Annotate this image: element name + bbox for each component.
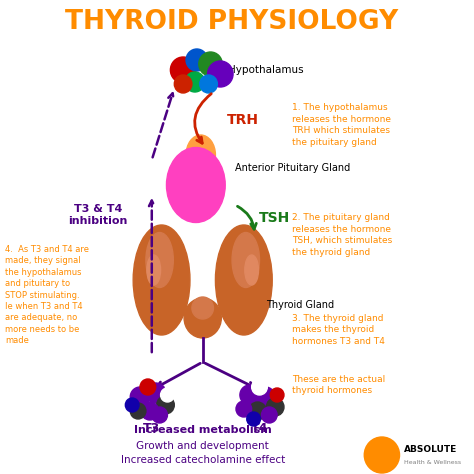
Circle shape <box>240 385 259 405</box>
Text: THYROID PHYSIOLOGY: THYROID PHYSIOLOGY <box>65 9 399 35</box>
Text: Anterior Pituitary Gland: Anterior Pituitary Gland <box>235 163 350 173</box>
Text: T4: T4 <box>251 422 268 436</box>
Text: 1. The hypothalamus
releases the hormone
TRH which stimulates
the pituitary glan: 1. The hypothalamus releases the hormone… <box>292 103 391 147</box>
Text: Health & Wellness: Health & Wellness <box>404 459 462 465</box>
Circle shape <box>365 437 400 473</box>
Circle shape <box>208 61 233 87</box>
Text: TSH: TSH <box>258 211 290 225</box>
Circle shape <box>270 388 284 402</box>
Ellipse shape <box>146 233 173 288</box>
Ellipse shape <box>186 135 215 175</box>
Circle shape <box>200 75 218 93</box>
Text: Increased catecholamine effect: Increased catecholamine effect <box>120 455 285 465</box>
Text: Hypothalamus: Hypothalamus <box>228 65 304 75</box>
Circle shape <box>255 387 275 407</box>
Circle shape <box>170 57 196 83</box>
Text: T3: T3 <box>143 422 160 436</box>
Ellipse shape <box>232 233 259 288</box>
Circle shape <box>247 412 261 426</box>
Circle shape <box>186 49 208 71</box>
Text: 3. The thyroid gland
makes the thyroid
hormones T3 and T4: 3. The thyroid gland makes the thyroid h… <box>292 314 385 346</box>
Ellipse shape <box>133 225 190 335</box>
Circle shape <box>236 401 252 417</box>
Ellipse shape <box>245 255 258 285</box>
Circle shape <box>262 407 277 423</box>
Text: 2. The pituitary gland
releases the hormone
TSH, which stimulates
the thyroid gl: 2. The pituitary gland releases the horm… <box>292 213 392 257</box>
Circle shape <box>249 402 266 420</box>
Circle shape <box>174 75 192 93</box>
Ellipse shape <box>192 297 213 319</box>
Ellipse shape <box>184 298 221 338</box>
Circle shape <box>185 72 205 92</box>
Circle shape <box>130 403 146 419</box>
Text: Increased metabolism: Increased metabolism <box>134 425 272 435</box>
Ellipse shape <box>215 225 272 335</box>
Text: Thyroid Gland: Thyroid Gland <box>266 300 335 310</box>
Text: TRH: TRH <box>227 113 259 127</box>
Text: Growth and development: Growth and development <box>137 441 269 451</box>
Circle shape <box>161 388 174 402</box>
Circle shape <box>130 387 150 407</box>
Circle shape <box>146 383 165 403</box>
Ellipse shape <box>147 255 161 285</box>
Circle shape <box>141 402 159 420</box>
Circle shape <box>199 52 222 76</box>
Text: ABSOLUTE: ABSOLUTE <box>404 446 458 455</box>
Circle shape <box>140 379 155 395</box>
Text: T3 & T4
inhibition: T3 & T4 inhibition <box>68 204 128 226</box>
Text: These are the actual
thyroid hormones: These are the actual thyroid hormones <box>292 374 385 395</box>
Text: 4.  As T3 and T4 are
made, they signal
the hypothalamus
and pituitary to
STOP st: 4. As T3 and T4 are made, they signal th… <box>5 245 89 345</box>
Ellipse shape <box>166 147 225 222</box>
Circle shape <box>157 396 174 414</box>
Circle shape <box>252 379 267 395</box>
Circle shape <box>266 398 284 416</box>
Circle shape <box>152 407 167 423</box>
Circle shape <box>125 398 139 412</box>
